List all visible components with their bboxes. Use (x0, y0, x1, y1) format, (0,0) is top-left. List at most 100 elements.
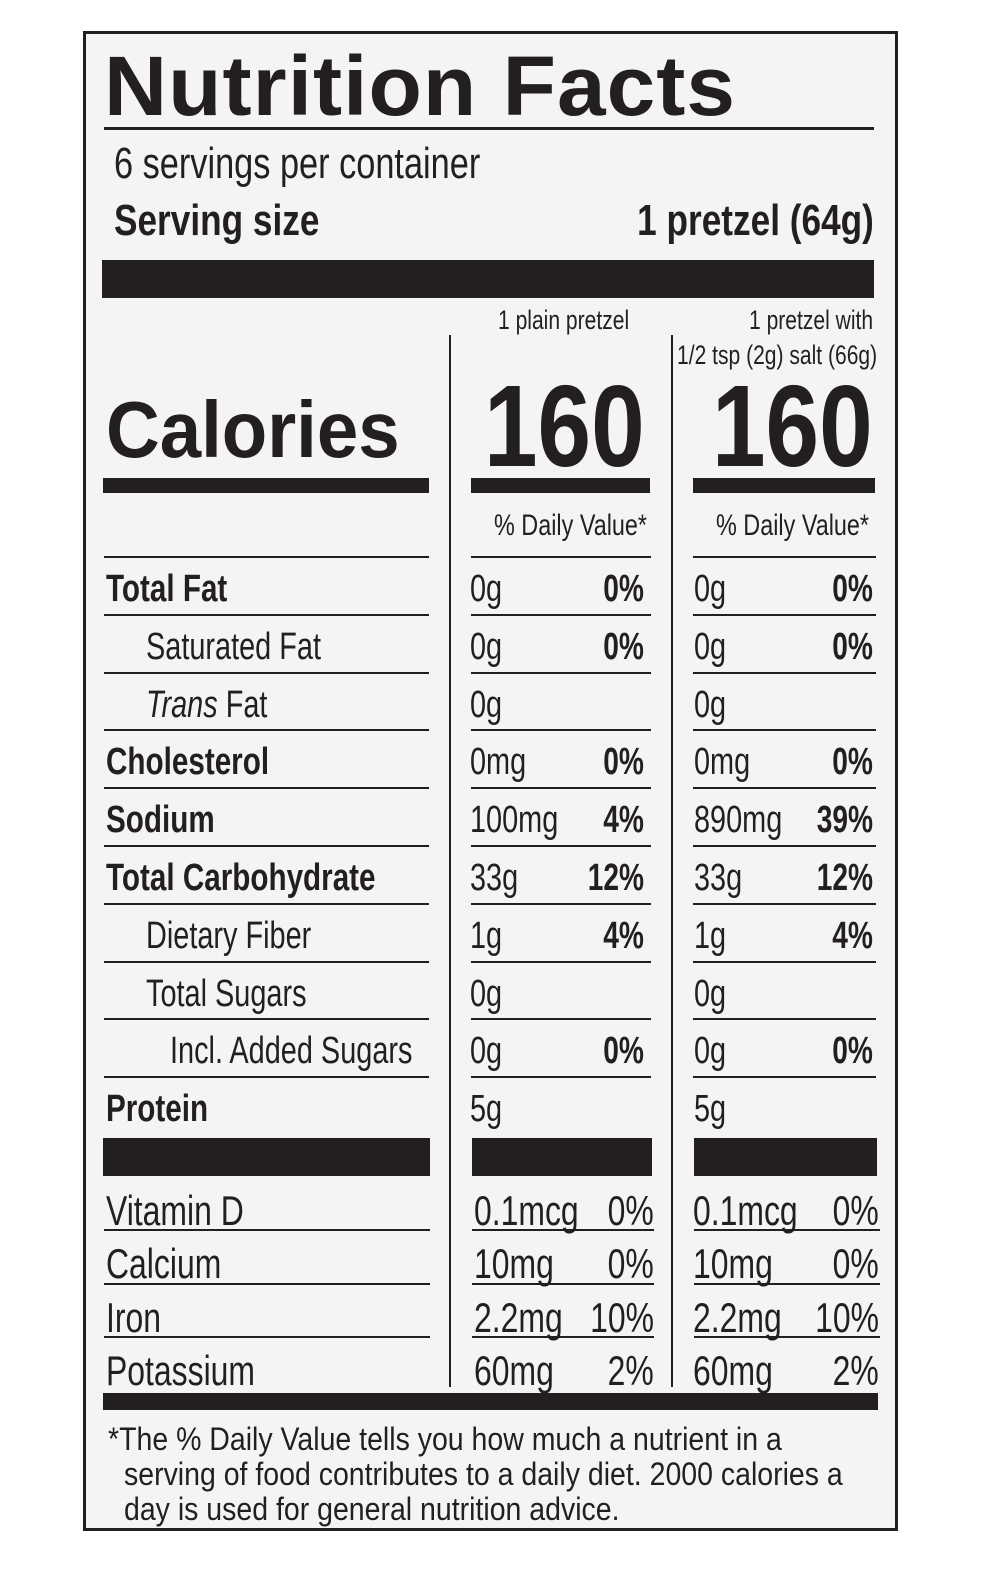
row-rule-col1 (471, 787, 651, 790)
vitamin-row-rule-label (104, 1282, 430, 1285)
row-rule-label (104, 960, 429, 963)
amount-col2: 5g (694, 1088, 727, 1131)
vitamin-amount-col1: 10mg (474, 1240, 554, 1288)
amount-col1: 0g (470, 1030, 503, 1073)
serving-size-value: 1 pretzel (64g) (637, 196, 874, 245)
row-rule-col1 (471, 960, 651, 963)
amount-col2: 0g (694, 972, 727, 1015)
column1-header: 1 plain pretzel (498, 305, 630, 335)
daily-value-header-col2: % Daily Value* (716, 509, 870, 542)
daily-value-col2: 12% (816, 857, 873, 899)
row-rule-col2 (693, 1076, 876, 1079)
calories-rule-col1 (471, 478, 650, 493)
row-rule-col2 (693, 671, 876, 674)
footnote-line1: *The % Daily Value tells you how much a … (108, 1421, 782, 1457)
amount-col2: 0g (694, 625, 727, 668)
daily-value-col1: 0% (603, 568, 644, 610)
row-rule-label (104, 671, 429, 674)
vitamin-name: Calcium (106, 1240, 222, 1288)
vitamin-row-rule-col1 (472, 1335, 654, 1338)
vitamin-row-rule-col1 (472, 1229, 654, 1232)
daily-value-col1: 4% (603, 799, 644, 842)
vitamin-dv-col1: 2% (607, 1346, 654, 1394)
vitamin-dv-col2: 0% (832, 1240, 879, 1288)
calories-value-col1: 160 (484, 361, 645, 491)
daily-value-col1: 4% (603, 914, 644, 957)
amount-col1: 5g (470, 1088, 503, 1131)
row-rule-col2 (693, 902, 876, 905)
row-rule-col2 (693, 613, 876, 616)
amount-col1: 0g (470, 568, 503, 610)
amount-col1: 0g (470, 625, 503, 668)
serving-size-label: Serving size (114, 196, 320, 245)
daily-value-col1: 0% (603, 741, 644, 784)
nutrient-name: Total Sugars (146, 975, 307, 1013)
calories-rule-label (103, 478, 429, 493)
nutrient-name: Total Fat (106, 570, 227, 608)
daily-value-col2: 39% (816, 799, 873, 842)
vitamin-row-rule-col1 (472, 1282, 654, 1285)
vitamin-amount-col1: 0.1mcg (474, 1187, 579, 1234)
row-rule-label (104, 845, 429, 847)
column2-header-line1: 1 pretzel with (749, 305, 874, 335)
amount-col1: 33g (470, 857, 519, 899)
nutrient-name-text: Fat (217, 683, 268, 726)
row-rule-label (104, 787, 429, 790)
vitamin-row-rule-col2 (694, 1229, 880, 1232)
nutrient-name-text: Cholesterol (106, 741, 270, 784)
row-rule-col2 (693, 556, 876, 558)
nutrient-name-text: Saturated Fat (146, 625, 321, 668)
row-rule-label (104, 1018, 429, 1021)
amount-col2: 0mg (694, 741, 751, 784)
row-rule-col1 (471, 902, 651, 905)
column2-header-line2: 1/2 tsp (2g) salt (66g) (677, 340, 878, 370)
row-rule-col2 (693, 787, 876, 790)
vitamin-dv-col2: 10% (815, 1293, 879, 1341)
nutrition-facts-title: Nutrition Facts (104, 39, 736, 133)
vitamin-dv-col1: 10% (590, 1293, 654, 1341)
nutrient-name-text: Incl. Added Sugars (170, 1030, 413, 1073)
amount-col2: 33g (694, 857, 743, 899)
nutrient-name: Protein (106, 1090, 208, 1128)
daily-value-col2: 4% (832, 914, 873, 957)
vitamin-amount-col2: 60mg (693, 1346, 773, 1394)
amount-col2: 1g (694, 914, 727, 957)
daily-value-col1: 0% (603, 625, 644, 668)
footnote-line2: serving of food contributes to a daily d… (124, 1456, 843, 1492)
row-rule-col1 (471, 1076, 651, 1079)
vitamin-amount-col2: 0.1mcg (693, 1187, 798, 1234)
daily-value-col2: 0% (832, 625, 873, 668)
column-divider-2 (671, 335, 673, 1387)
nutrient-name-italic: Trans (146, 683, 218, 726)
nutrient-name-text: Total Carbohydrate (106, 857, 376, 899)
row-rule-col2 (693, 1018, 876, 1021)
title-rule (104, 127, 874, 130)
calories-label: Calories (106, 385, 400, 474)
nutrient-name: Incl. Added Sugars (170, 1032, 412, 1070)
amount-col1: 100mg (470, 799, 559, 842)
row-rule-col1 (471, 1018, 651, 1021)
amount-col2: 0g (694, 1030, 727, 1073)
daily-value-header-col1: % Daily Value* (494, 509, 648, 542)
vitamin-row-rule-col2 (694, 1335, 880, 1338)
daily-value-col2: 0% (832, 741, 873, 784)
nutrient-name-text: Dietary Fiber (146, 914, 312, 957)
amount-col1: 0g (470, 683, 503, 726)
nutrient-name: Saturated Fat (146, 628, 321, 666)
bottom-rule (103, 1393, 878, 1410)
row-rule-col1 (471, 845, 651, 847)
nutrient-name-text: Total Fat (106, 568, 228, 610)
vitamin-name: Iron (106, 1293, 162, 1341)
row-rule-label (104, 729, 429, 732)
nutrient-name: Sodium (106, 801, 215, 839)
nutrient-name-text: Sodium (106, 799, 215, 842)
vitamin-row-rule-label (104, 1229, 430, 1232)
amount-col2: 890mg (694, 799, 783, 842)
row-rule-col2 (693, 845, 876, 847)
nutrient-name: Dietary Fiber (146, 917, 311, 955)
nutrient-name-text: Protein (106, 1088, 209, 1131)
vitamin-amount-col2: 10mg (693, 1240, 773, 1288)
calories-value-col2: 160 (712, 361, 873, 491)
amount-col1: 1g (470, 914, 503, 957)
row-rule-label (104, 556, 429, 558)
